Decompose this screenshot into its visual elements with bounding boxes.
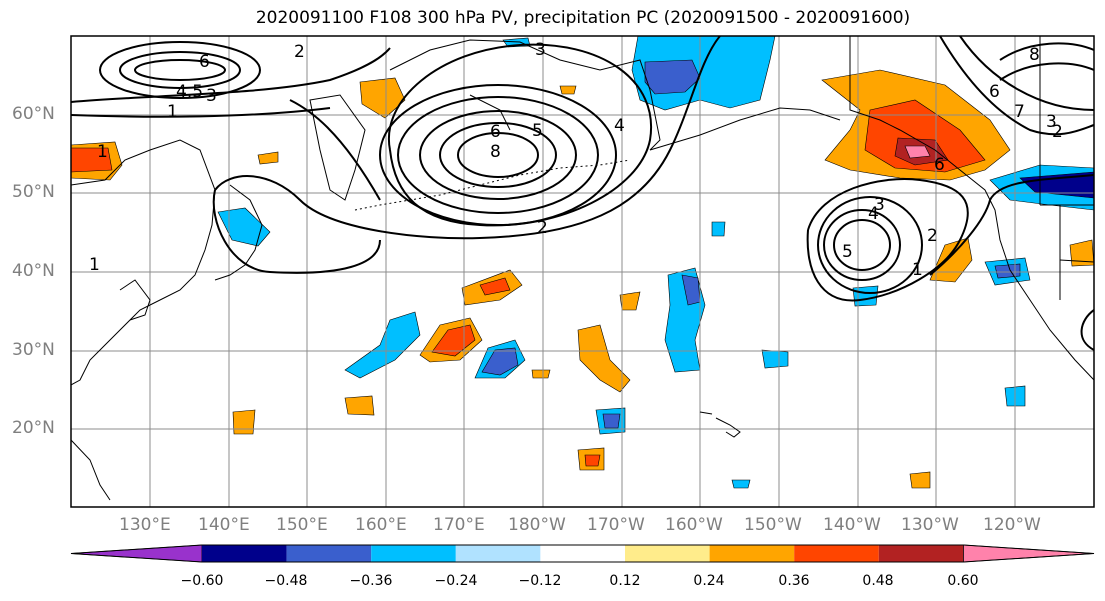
contour-label: 3 bbox=[1046, 112, 1057, 132]
colorbar-segment bbox=[709, 545, 795, 562]
lat-label: 30°N bbox=[12, 340, 55, 360]
colorbar-segment bbox=[286, 545, 372, 562]
contour-label: 1 bbox=[912, 260, 923, 280]
colorbar-segment bbox=[202, 545, 287, 562]
lat-label: 40°N bbox=[12, 261, 55, 281]
colorbar-segment bbox=[794, 545, 879, 562]
contour-label: 1 bbox=[97, 142, 108, 162]
contour-label: 6 bbox=[490, 122, 501, 142]
pv-contours bbox=[71, 36, 1094, 351]
contour-label: 1 bbox=[167, 102, 178, 122]
colorbar-tick-label: −0.24 bbox=[434, 573, 478, 589]
contour-label: 4.5 bbox=[176, 82, 204, 102]
contour-label: 2 bbox=[294, 42, 305, 62]
lon-label: 150°E bbox=[276, 515, 328, 535]
contour-label: 5 bbox=[842, 242, 853, 262]
colorbar-segment bbox=[625, 545, 710, 562]
colorbar-tick-label: −0.36 bbox=[349, 573, 393, 589]
colorbar-extend-low bbox=[70, 544, 203, 563]
lat-label: 60°N bbox=[12, 104, 55, 124]
map-frame bbox=[70, 35, 1095, 508]
lon-label: 140°E bbox=[198, 515, 250, 535]
contour-label: 5 bbox=[532, 121, 543, 141]
lat-label: 50°N bbox=[12, 182, 55, 202]
contour-label: 6 bbox=[934, 155, 945, 175]
contour-label: 6 bbox=[199, 52, 210, 72]
contour-label: 8 bbox=[490, 142, 501, 162]
contour-label: 3 bbox=[206, 86, 217, 106]
lon-label: 120°W bbox=[983, 515, 1041, 535]
colorbar bbox=[70, 544, 1095, 563]
contour-label: 3 bbox=[535, 40, 546, 60]
lon-label: 160°E bbox=[355, 515, 407, 535]
lon-label: 170°E bbox=[433, 515, 485, 535]
precipitation-anomaly-layer bbox=[71, 36, 1094, 489]
colorbar-tick-label: 0.24 bbox=[693, 573, 725, 589]
lon-label: 130°E bbox=[119, 515, 171, 535]
lon-label: 180°W bbox=[508, 515, 566, 535]
contour-label: 6 bbox=[989, 82, 1000, 102]
colorbar-segment bbox=[371, 545, 456, 562]
colorbar-segment bbox=[540, 545, 625, 562]
lon-label: 140°W bbox=[823, 515, 881, 535]
graticule bbox=[71, 36, 1094, 507]
contour-label: 2 bbox=[1052, 122, 1063, 142]
contour-label: 8 bbox=[1029, 45, 1040, 65]
lon-label: 150°W bbox=[744, 515, 802, 535]
lon-label: 130°W bbox=[901, 515, 959, 535]
colorbar-tick-label: 0.12 bbox=[609, 573, 641, 589]
contour-label: 4 bbox=[614, 116, 625, 136]
colorbar-segment bbox=[878, 545, 964, 562]
colorbar-tick-label: −0.48 bbox=[264, 573, 308, 589]
colorbar-tick-label: −0.12 bbox=[518, 573, 562, 589]
contour-label: 7 bbox=[1014, 102, 1025, 122]
contour-label: 3 bbox=[874, 195, 885, 215]
lon-label: 160°W bbox=[665, 515, 723, 535]
colorbar-tick-label: 0.36 bbox=[778, 573, 810, 589]
lon-label: 170°W bbox=[587, 515, 645, 535]
contour-label: 1 bbox=[89, 255, 100, 275]
colorbar-tick-label: 0.48 bbox=[862, 573, 894, 589]
coastlines bbox=[71, 36, 1094, 501]
map-title: 2020091100 F108 300 hPa PV, precipitatio… bbox=[255, 8, 911, 28]
colorbar-extend-high bbox=[963, 544, 1095, 563]
contour-label: 2 bbox=[927, 226, 938, 246]
contour-label: 2 bbox=[537, 218, 548, 238]
colorbar-segment bbox=[455, 545, 541, 562]
colorbar-outline bbox=[70, 544, 1095, 563]
contour-label: 4 bbox=[868, 204, 879, 224]
lat-label: 20°N bbox=[12, 418, 55, 438]
colorbar-tick-label: −0.60 bbox=[180, 573, 224, 589]
colorbar-tick-label: 0.60 bbox=[947, 573, 979, 589]
